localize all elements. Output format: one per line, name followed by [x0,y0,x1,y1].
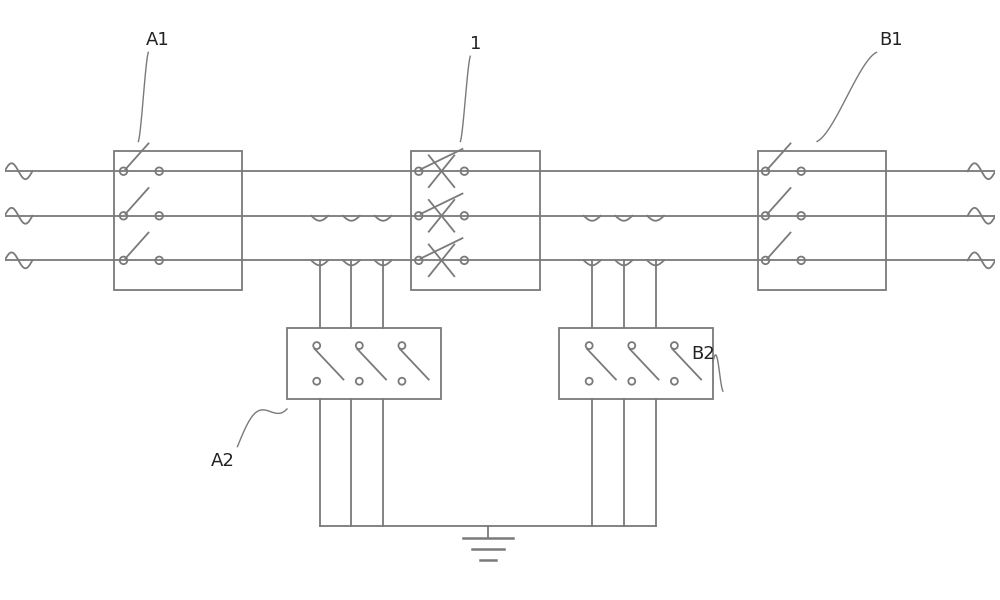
Bar [287,328,441,399]
Text: 1: 1 [470,35,481,53]
Bar [114,151,242,290]
Bar [758,151,886,290]
Text: B2: B2 [691,346,715,364]
Bar [411,151,540,290]
Text: A1: A1 [146,31,170,49]
Text: A2: A2 [211,452,235,469]
Bar [559,328,713,399]
Text: B1: B1 [880,31,903,49]
